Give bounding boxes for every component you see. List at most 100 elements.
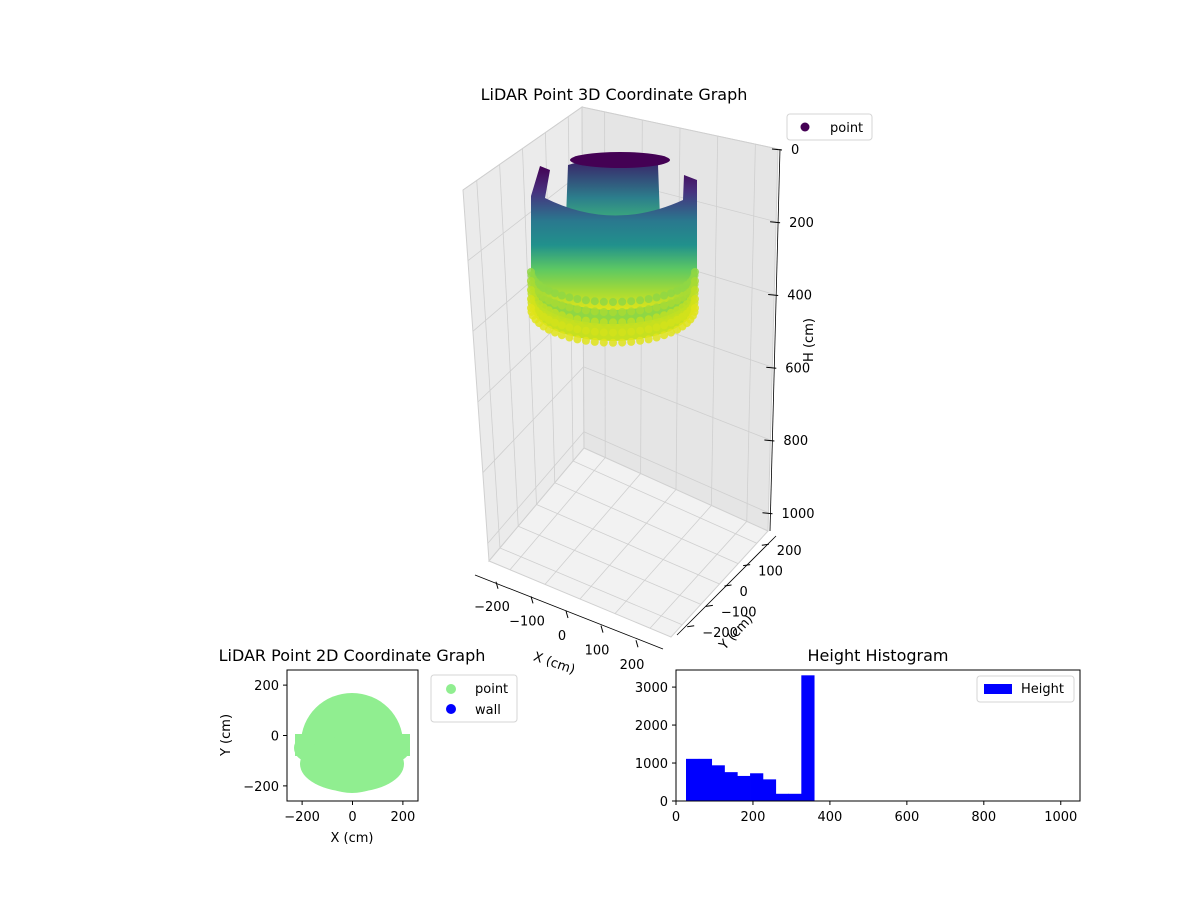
point-cloud-dot (644, 325, 653, 334)
point-cloud-dot (565, 313, 574, 322)
histogram-bars (686, 675, 815, 801)
point-cloud-dot (544, 325, 553, 334)
legend-histogram-marker (984, 684, 1012, 694)
point-cloud-dot (636, 316, 645, 325)
z-tick (762, 512, 773, 515)
z-tick-label: 200 (789, 216, 814, 231)
point-cloud-dot (599, 318, 608, 327)
z-axis-label: H (cm) (802, 318, 817, 362)
grid-line-z (482, 366, 771, 473)
z-tick-label: 0 (791, 143, 799, 158)
point-cloud-dots (527, 268, 699, 347)
legend-3d-marker (800, 122, 810, 132)
point-cloud-dot (636, 336, 645, 345)
point-cloud-dot (691, 295, 699, 303)
legend-histogram: Height (976, 675, 1075, 703)
x-tick-label-2d: 200 (390, 810, 415, 825)
point-cloud-dot (551, 328, 559, 337)
y-tick-label: −100 (721, 605, 757, 620)
point-cloud-dot (581, 336, 590, 345)
y-tick-label: 0 (740, 585, 748, 600)
point-cloud-dot (544, 315, 553, 324)
histogram-bar (750, 773, 764, 801)
point-cloud-dot (581, 296, 590, 305)
histogram-bar (686, 758, 700, 801)
chart-2d-ylabel: Y (cm) (219, 714, 234, 757)
point-cloud-dot (627, 307, 636, 316)
point-cloud-dot (557, 331, 566, 340)
point-cloud-dot (599, 338, 608, 347)
y-tick-label: 200 (777, 544, 802, 559)
hist-y-tick-label: 0 (660, 795, 668, 810)
x-axis-line (474, 574, 664, 650)
point-cloud-dot (627, 327, 636, 336)
y-tick (687, 625, 695, 628)
point-cloud-dot (590, 327, 599, 336)
point-cloud-dot (652, 293, 661, 302)
point-cloud-dot (618, 328, 627, 337)
grid-line-z (462, 106, 779, 191)
point-cloud-dot (544, 296, 553, 305)
point-cloud-dot (644, 295, 653, 303)
hist-x-tick-label: 400 (817, 810, 842, 825)
point-cloud-dot (557, 301, 566, 310)
histogram-bar (801, 675, 815, 801)
point-cloud-dot (590, 297, 599, 306)
grid-line-x (649, 144, 756, 629)
point-cloud-dot (652, 313, 661, 322)
chart-histogram: 0 200 400 600 800 1000 0 1000 2000 3000 Height Hi… (635, 646, 1081, 825)
point-cloud-dot (618, 338, 627, 347)
point-cloud-dot (573, 335, 582, 344)
point-cloud-dot (609, 338, 617, 347)
point-cloud-dot (691, 286, 699, 294)
x-axis-label: X (cm) (531, 650, 577, 678)
legend-2d: point wall (430, 674, 518, 723)
point-cloud-dot (565, 323, 574, 332)
x-axis: −200−100 0 100 200 (474, 574, 664, 673)
point-cloud-dot (573, 325, 582, 334)
pane-floor (488, 447, 769, 638)
x-tick (530, 596, 534, 604)
z-tick (766, 366, 777, 369)
z-tick-label: 600 (785, 361, 810, 376)
y-tick-label-2d: 0 (271, 730, 279, 745)
y-tick (724, 584, 732, 587)
legend-2d-label-point: point (475, 682, 508, 697)
hist-x-tick-label: 1000 (1044, 810, 1077, 825)
point-cloud-dot (565, 333, 574, 342)
point-cloud-dot (618, 318, 627, 327)
point-cloud-dot (609, 318, 617, 327)
point-cloud-dot (573, 305, 582, 314)
point-cloud-dot (667, 328, 675, 337)
chart-3d-title: LiDAR Point 3D Coordinate Graph (481, 85, 748, 104)
z-tick (764, 439, 775, 442)
point-cloud-dot (573, 295, 582, 303)
point-cloud-dot (644, 335, 653, 344)
point-cloud-dot (544, 286, 553, 295)
y-tick-label: 100 (758, 565, 783, 580)
point-cloud-dot (590, 337, 599, 346)
point-cloud-dot (581, 326, 590, 335)
point-cloud-dot (660, 331, 669, 340)
x-tick-label: −200 (474, 600, 510, 615)
point-cloud-dot (551, 318, 559, 327)
point-cloud-dot (590, 317, 599, 326)
grid-line-y (476, 180, 683, 626)
point-cloud-dot (644, 315, 653, 324)
point-cloud-dot (652, 303, 661, 312)
legend-histogram-label: Height (1021, 682, 1064, 697)
x-tick (635, 640, 639, 648)
chart-2d-xlabel: X (cm) (331, 831, 374, 846)
point-cloud-dot (581, 316, 590, 325)
point-cloud-dot (691, 304, 699, 312)
point-cloud-dot (660, 291, 669, 300)
hist-y-tick-label: 3000 (635, 681, 668, 696)
point-cloud-dot (551, 308, 559, 317)
point-cloud-dot (691, 268, 699, 276)
histogram-ticks: 0 200 400 600 800 1000 0 1000 2000 3000 (635, 681, 1077, 825)
point-cloud-dot (660, 301, 669, 310)
point-cloud-rim (570, 152, 670, 168)
histogram-bar (788, 793, 802, 801)
z-tick-label: 1000 (781, 507, 814, 522)
